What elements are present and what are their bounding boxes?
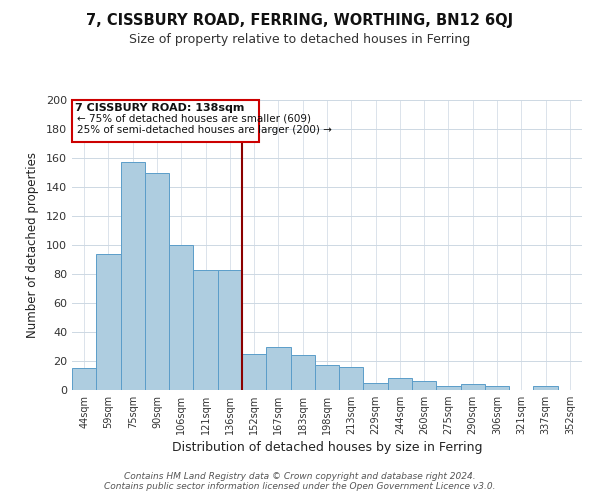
Bar <box>169 245 193 390</box>
Bar <box>315 366 339 390</box>
Text: 7 CISSBURY ROAD: 138sqm: 7 CISSBURY ROAD: 138sqm <box>75 103 244 113</box>
Bar <box>290 355 315 390</box>
Text: Size of property relative to detached houses in Ferring: Size of property relative to detached ho… <box>130 32 470 46</box>
Bar <box>193 270 218 390</box>
Bar <box>436 386 461 390</box>
Bar <box>533 386 558 390</box>
Bar <box>388 378 412 390</box>
Bar <box>339 367 364 390</box>
Text: 25% of semi-detached houses are larger (200) →: 25% of semi-detached houses are larger (… <box>77 124 332 134</box>
Text: ← 75% of detached houses are smaller (609): ← 75% of detached houses are smaller (60… <box>77 113 311 123</box>
Bar <box>242 354 266 390</box>
X-axis label: Distribution of detached houses by size in Ferring: Distribution of detached houses by size … <box>172 442 482 454</box>
Bar <box>121 162 145 390</box>
Text: 7, CISSBURY ROAD, FERRING, WORTHING, BN12 6QJ: 7, CISSBURY ROAD, FERRING, WORTHING, BN1… <box>86 12 514 28</box>
Bar <box>364 383 388 390</box>
Bar <box>485 386 509 390</box>
Text: Contains HM Land Registry data © Crown copyright and database right 2024.: Contains HM Land Registry data © Crown c… <box>124 472 476 481</box>
Bar <box>412 382 436 390</box>
Bar <box>461 384 485 390</box>
Bar <box>266 346 290 390</box>
Bar <box>145 172 169 390</box>
Bar <box>96 254 121 390</box>
Text: Contains public sector information licensed under the Open Government Licence v3: Contains public sector information licen… <box>104 482 496 491</box>
FancyBboxPatch shape <box>72 100 259 142</box>
Bar <box>72 368 96 390</box>
Bar <box>218 270 242 390</box>
Y-axis label: Number of detached properties: Number of detached properties <box>26 152 39 338</box>
